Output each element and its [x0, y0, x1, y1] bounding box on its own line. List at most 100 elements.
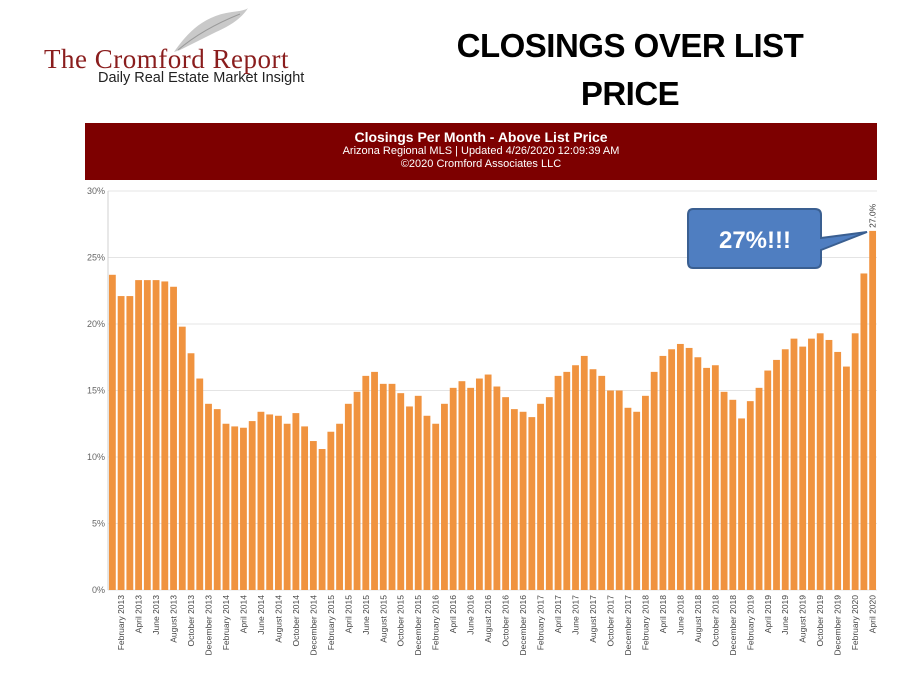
- x-tick-label: October 2016: [501, 595, 511, 647]
- bar: [650, 371, 658, 590]
- bar: [406, 406, 413, 590]
- bar: [205, 403, 212, 590]
- callout-text: 27%!!!: [719, 227, 791, 254]
- y-tick-label: 15%: [87, 386, 105, 396]
- bar: [580, 355, 588, 590]
- bar: [843, 366, 850, 590]
- bar: [781, 349, 789, 590]
- bar: [703, 367, 711, 590]
- bar: [467, 387, 475, 590]
- page-title-line1: CLOSINGS OVER LIST: [456, 27, 804, 64]
- bar: [808, 338, 815, 590]
- bar: [502, 397, 510, 590]
- x-tick-label: April 2019: [763, 595, 773, 634]
- bar: [196, 378, 204, 590]
- bar: [458, 381, 466, 590]
- bar: [231, 426, 239, 590]
- quill-icon: [174, 8, 248, 52]
- bar: [729, 399, 737, 590]
- x-tick-label: June 2018: [675, 595, 685, 635]
- bar: [379, 383, 387, 590]
- x-tick-label: June 2017: [571, 595, 581, 635]
- bar: [668, 349, 676, 590]
- y-tick-label: 5%: [92, 519, 105, 529]
- bar: [449, 387, 457, 590]
- bar: [493, 386, 501, 590]
- x-tick-label: October 2014: [291, 595, 301, 647]
- y-tick-label: 30%: [87, 186, 105, 196]
- bar: [275, 415, 282, 590]
- callout-bubble: 27%!!!: [687, 208, 868, 269]
- bar: [344, 403, 352, 590]
- x-tick-label: April 2014: [238, 595, 248, 634]
- x-tick-label: February 2018: [640, 595, 650, 651]
- x-tick-label: June 2016: [466, 595, 476, 635]
- bar: [397, 393, 405, 590]
- bar: [108, 274, 116, 590]
- page-title: CLOSINGS OVER LIST PRICE: [420, 22, 840, 118]
- x-tick-label: August 2016: [483, 595, 493, 643]
- x-tick-label: June 2015: [361, 595, 371, 635]
- bar: [589, 369, 597, 590]
- bar: [633, 411, 641, 590]
- bar: [161, 281, 169, 590]
- chart-copyright: ©2020 Cromford Associates LLC: [400, 158, 562, 170]
- x-tick-label: August 2017: [588, 595, 598, 643]
- bar: [554, 375, 562, 590]
- bar: [799, 346, 807, 590]
- logo-subtitle: Daily Real Estate Market Insight: [98, 70, 305, 86]
- bar: [213, 409, 221, 590]
- x-tick-label: June 2014: [256, 595, 266, 635]
- bar: [484, 374, 492, 590]
- logo-title: The Cromford Report: [44, 44, 289, 74]
- bar: [309, 441, 317, 590]
- bar: [834, 351, 842, 590]
- bar: [170, 286, 177, 590]
- bar: [869, 230, 877, 590]
- bar: [528, 417, 536, 590]
- bar: [117, 296, 125, 590]
- x-tick-label: August 2018: [693, 595, 703, 643]
- x-tick-label: October 2017: [605, 595, 615, 647]
- chart-title: Closings Per Month - Above List Price: [354, 129, 608, 145]
- bar: [816, 333, 824, 590]
- bar: [432, 423, 440, 590]
- x-tick-label: August 2014: [273, 595, 283, 643]
- x-tick-label: August 2013: [169, 595, 179, 643]
- bar: [694, 357, 702, 590]
- bar: [178, 326, 186, 590]
- x-tick-label: April 2018: [658, 595, 668, 634]
- bar: [851, 333, 859, 590]
- bar: [545, 397, 553, 590]
- x-tick-label: December 2017: [623, 595, 633, 656]
- bar: [738, 418, 745, 590]
- chart-subtitle: Arizona Regional MLS | Updated 4/26/2020…: [342, 145, 620, 157]
- x-tick-label: December 2014: [308, 595, 318, 656]
- x-tick-label: February 2016: [431, 595, 441, 651]
- bar: [301, 426, 309, 590]
- x-tick-label: August 2019: [798, 595, 808, 643]
- x-tick-label: February 2014: [221, 595, 231, 651]
- x-tick-label: February 2019: [745, 595, 755, 651]
- x-tick-label: February 2017: [536, 595, 546, 651]
- bar: [755, 387, 763, 590]
- x-tick-label: October 2019: [815, 595, 825, 647]
- x-tick-label: February 2020: [850, 595, 860, 651]
- x-tick-label: April 2013: [134, 595, 144, 634]
- bar: [860, 273, 868, 590]
- bar: [362, 375, 370, 590]
- bar: [371, 371, 378, 590]
- bar: [283, 423, 291, 590]
- x-tick-label: December 2013: [203, 595, 213, 656]
- bar: [624, 407, 632, 590]
- x-tick-label: December 2019: [833, 595, 843, 656]
- bar: [711, 365, 719, 590]
- y-tick-label: 25%: [87, 253, 105, 263]
- bar: [475, 378, 483, 590]
- x-tick-label: December 2018: [728, 595, 738, 656]
- cromford-logo: The Cromford Report Daily Real Estate Ma…: [40, 8, 370, 93]
- x-tick-label: October 2015: [396, 595, 406, 647]
- bar: [676, 343, 684, 590]
- bar: [615, 390, 623, 590]
- bar: [685, 347, 693, 590]
